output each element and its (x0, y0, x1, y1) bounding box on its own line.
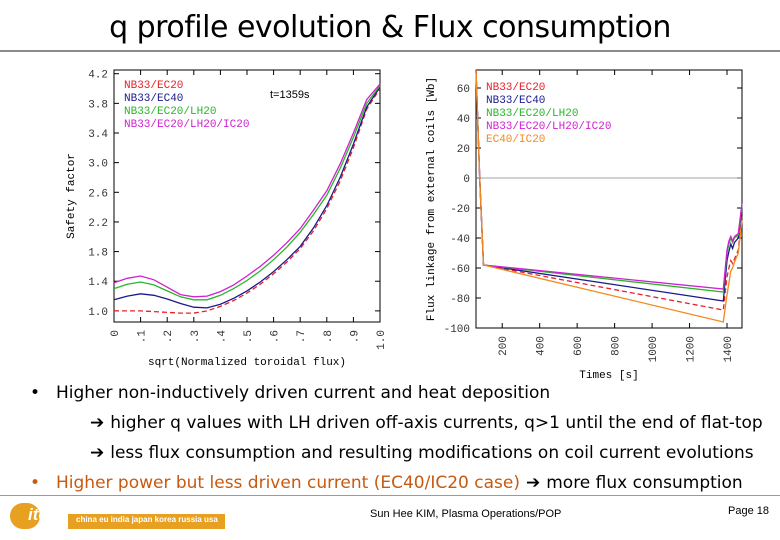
y-tick-label: 60 (457, 84, 470, 96)
legend-entry: NB33/EC40 (486, 95, 545, 107)
x-tick-label: .4 (216, 330, 228, 344)
x-tick-label: 1.0 (376, 330, 388, 350)
x-tick-label: .8 (323, 330, 335, 343)
x-tick-label: .6 (270, 330, 282, 343)
title-divider (0, 50, 780, 52)
x-tick-label: 200 (498, 336, 510, 356)
footer-author: Sun Hee KIM, Plasma Operations/POP (370, 508, 562, 520)
bullet-2: ➔ higher q values with LH driven off-axi… (30, 408, 770, 438)
x-axis-label: Times [s] (579, 370, 638, 382)
x-tick-label: .1 (137, 330, 149, 344)
arrow-right-icon: ➔ (525, 473, 541, 493)
y-tick-label: -60 (450, 264, 470, 276)
series-line (475, 69, 743, 323)
legend-entry: NB33/EC40 (124, 93, 183, 105)
y-tick-label: 3.0 (88, 159, 108, 171)
x-tick-label: 600 (573, 336, 585, 356)
bullet-list: • Higher non-inductively driven current … (30, 378, 770, 498)
legend-entry: NB33/EC20/LH20 (124, 106, 216, 118)
bullet-4: • Higher power but less driven current (… (30, 468, 770, 498)
y-axis-label: Flux linkage from external coils [Wb] (426, 77, 438, 321)
y-tick-label: 3.8 (88, 99, 108, 111)
y-tick-label: -40 (450, 234, 470, 246)
y-tick-label: -80 (450, 294, 470, 306)
bullet-2-text: higher q values with LH driven off-axis … (110, 413, 763, 433)
y-tick-label: 0 (463, 174, 470, 186)
y-tick-label: 1.4 (88, 277, 108, 289)
time-annotation: t=1359s (270, 89, 310, 101)
y-tick-label: 2.6 (88, 188, 108, 200)
y-tick-label: 20 (457, 144, 470, 156)
y-tick-label: 3.4 (88, 129, 108, 141)
bullet-1-text: Higher non-inductively driven current an… (56, 383, 551, 403)
y-axis-label: Safety factor (66, 153, 78, 239)
x-tick-label: .7 (296, 330, 308, 343)
logo-countries: china eu india japan korea russia usa (76, 515, 218, 524)
x-tick-label: 1400 (723, 336, 735, 362)
iter-logo: iter china eu india japan korea russia u… (10, 503, 225, 529)
logo-word: iter (28, 505, 55, 524)
page-number: Page 18 (728, 505, 769, 517)
legend-entry: NB33/EC20/LH20 (486, 108, 578, 120)
x-tick-label: 0 (110, 330, 122, 337)
legend-entry: NB33/EC20 (124, 80, 183, 92)
bullet-4-suffix: more flux consumption (546, 473, 743, 493)
arrow-right-icon: ➔ (90, 443, 105, 463)
legend-entry: EC40/IC20 (486, 134, 545, 146)
x-tick-label: .3 (190, 330, 202, 343)
x-tick-label: .2 (163, 330, 175, 343)
q-profile-chart: 1.0 1.4 1.8 2.2 2.6 3.0 3.4 3.8 4.2 0 .1 .2 .3 .4 .5 .6… (66, 69, 388, 369)
y-tick-label: 1.0 (88, 307, 108, 319)
logo-band (68, 514, 225, 529)
bullet-4-text: Higher power but less driven current (EC… (56, 473, 520, 493)
x-axis-label: sqrt(Normalized toroidal flux) (148, 357, 346, 369)
bullet-3-text: less flux consumption and resulting modi… (110, 443, 754, 463)
bullet-dot: • (30, 473, 41, 493)
legend-entry: NB33/EC20 (486, 82, 545, 94)
x-tick-label: 400 (536, 336, 548, 356)
plot-frame (475, 69, 743, 329)
x-tick-label: .9 (349, 330, 361, 343)
logo-globe (10, 503, 40, 529)
x-tick-label: .5 (243, 330, 255, 343)
y-tick-label: 40 (457, 114, 470, 126)
y-tick-label: 2.2 (88, 218, 108, 230)
series-line (113, 83, 381, 298)
series-line (114, 88, 381, 314)
series-line (113, 85, 381, 301)
y-tick-label: 1.8 (88, 248, 108, 260)
legend-entry: NB33/EC20/LH20/IC20 (124, 119, 249, 131)
y-tick-label: 4.2 (88, 70, 108, 82)
y-tick-label: -100 (444, 324, 470, 336)
y-tick-label: -20 (450, 204, 470, 216)
footer-divider (0, 495, 780, 496)
x-tick-label: 1000 (648, 336, 660, 362)
series-line (113, 86, 381, 309)
x-tick-label: 800 (611, 336, 623, 356)
x-tick-label: 1200 (686, 336, 698, 362)
legend-entry: NB33/EC20/LH20/IC20 (486, 121, 611, 133)
bullet-dot: • (30, 383, 41, 403)
arrow-right-icon: ➔ (90, 413, 105, 433)
bullet-3: ➔ less flux consumption and resulting mo… (30, 438, 770, 468)
slide-title: q profile evolution & Flux consumption (109, 10, 671, 45)
series-line (475, 69, 743, 311)
bullet-1: • Higher non-inductively driven current … (30, 378, 770, 408)
